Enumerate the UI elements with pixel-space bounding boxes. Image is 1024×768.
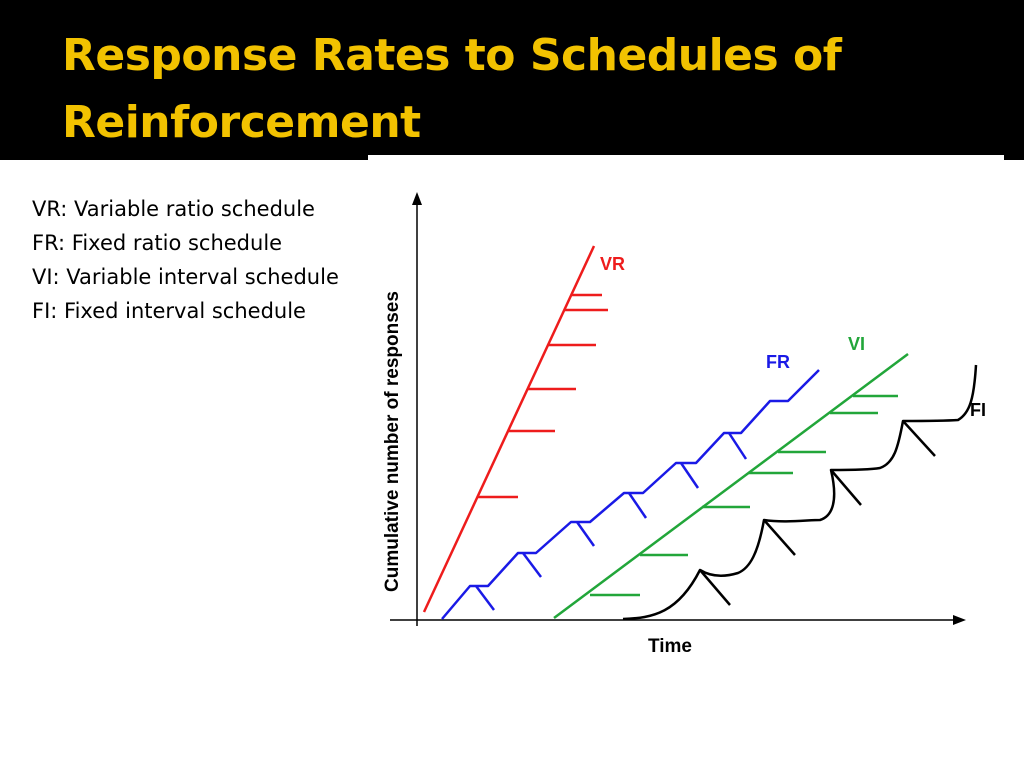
slide-title: Response Rates to Schedules of Reinforce… — [62, 22, 962, 156]
vi-curve — [553, 352, 909, 620]
slide-title-line-1: Response Rates to Schedules of — [62, 30, 842, 81]
title-bar — [0, 0, 1024, 160]
vr-label: VR — [600, 254, 625, 274]
legend-item-fr: FR: Fixed ratio schedule — [32, 231, 283, 255]
y-axis-arrowhead — [412, 192, 422, 205]
fr-label: FR — [766, 352, 790, 372]
legend-item-vi: VI: Variable interval schedule — [32, 265, 339, 289]
cumulative-response-graph: Cumulative number of responses Time VR F… — [382, 192, 986, 657]
y-axis-label: Cumulative number of responses — [382, 291, 403, 592]
legend-item-vr: VR: Variable ratio schedule — [32, 197, 315, 221]
schedule-legend: VR: Variable ratio schedule FR: Fixed ra… — [32, 192, 362, 328]
vi-label: VI — [848, 334, 865, 354]
slide-title-line-2: Reinforcement — [62, 97, 421, 148]
x-axis-arrowhead — [953, 615, 966, 625]
fr-curve — [441, 369, 820, 620]
legend-item-fi: FI: Fixed interval schedule — [32, 299, 306, 323]
x-axis-label: Time — [648, 636, 692, 657]
vr-curve — [422, 245, 608, 613]
graph-panel-top — [368, 155, 1004, 167]
fi-curve — [622, 364, 978, 621]
fi-label: FI — [970, 400, 986, 420]
